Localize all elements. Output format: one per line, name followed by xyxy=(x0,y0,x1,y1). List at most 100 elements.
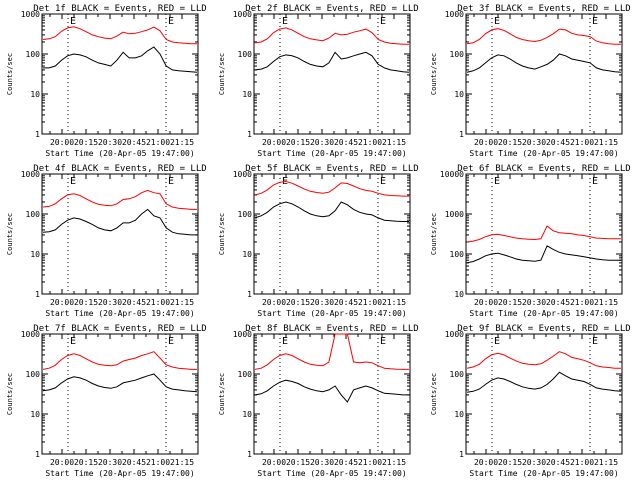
y-tick-label: 10 xyxy=(30,250,40,259)
x-tick-label: 21:00 xyxy=(146,138,170,147)
x-tick-label: 20:30 xyxy=(310,298,334,307)
panel-title: Det 4f BLACK = Events, RED = LLD xyxy=(33,164,206,174)
x-tick-label: 20:15 xyxy=(286,458,310,467)
x-tick-label: 21:15 xyxy=(594,298,618,307)
series-line xyxy=(466,371,622,393)
x-tick-label: 20:30 xyxy=(98,298,122,307)
y-tick-label: 1 xyxy=(35,130,40,139)
x-tick-label: 21:15 xyxy=(382,298,406,307)
x-tick-label: 20:00 xyxy=(50,458,74,467)
series-line xyxy=(42,26,197,45)
y-tick-label: 10 xyxy=(454,410,464,419)
x-tick-label: 20:45 xyxy=(546,138,570,147)
detector-panel: Det 7f BLACK = Events, RED = LLD Counts/s… xyxy=(6,324,207,478)
detector-panel: Det 3f BLACK = Events, RED = LLD Counts/s… xyxy=(430,4,631,158)
x-tick-label: 20:30 xyxy=(522,458,546,467)
x-tick-label: 21:15 xyxy=(594,458,618,467)
x-tick-label: 21:00 xyxy=(570,458,594,467)
y-tick-label: 10 xyxy=(30,410,40,419)
x-tick-label: 20:45 xyxy=(546,458,570,467)
series-line xyxy=(254,333,409,370)
y-tick-label: 1 xyxy=(35,450,40,459)
plot-frame xyxy=(465,333,623,455)
series-line xyxy=(254,379,409,403)
series-line xyxy=(43,46,198,73)
x-tick-label: 20:30 xyxy=(310,458,334,467)
x-axis-label: Start Time (20-Apr-05 19:47:00) xyxy=(469,149,618,158)
y-tick-label: 1 xyxy=(247,290,252,299)
x-tick-label: 20:00 xyxy=(262,298,286,307)
series-line xyxy=(466,28,621,45)
event-marker-label: E xyxy=(494,336,500,347)
y-tick-label: 1000 xyxy=(233,330,252,339)
y-tick-label: 10 xyxy=(242,250,252,259)
event-marker-label: E xyxy=(380,16,386,27)
series-line xyxy=(466,225,621,243)
series-line xyxy=(42,189,197,210)
x-tick-label: 20:15 xyxy=(74,458,98,467)
series-line xyxy=(42,373,198,393)
event-marker-label: E xyxy=(168,336,174,347)
x-tick-label: 20:00 xyxy=(474,458,498,467)
y-tick-label: 1000 xyxy=(21,330,40,339)
plot-frame xyxy=(41,13,199,135)
series-line xyxy=(254,180,409,197)
y-tick-label: 1 xyxy=(459,130,464,139)
plot-frame xyxy=(41,333,199,455)
y-tick-label: 1 xyxy=(459,450,464,459)
series-line xyxy=(254,201,409,222)
panel-title: Det 3f BLACK = Events, RED = LLD xyxy=(457,4,630,14)
x-tick-label: 20:00 xyxy=(262,138,286,147)
x-tick-label: 20:00 xyxy=(50,138,74,147)
y-axis-label: Counts/sec xyxy=(6,53,14,95)
y-tick-label: 100 xyxy=(26,370,41,379)
x-tick-label: 20:30 xyxy=(98,458,122,467)
series-line xyxy=(254,51,410,73)
detector-panel: Det 9f BLACK = Events, RED = LLD Counts/s… xyxy=(430,324,631,478)
y-tick-label: 10000 xyxy=(440,170,464,179)
series-line xyxy=(466,351,621,369)
panel-title: Det 8f BLACK = Events, RED = LLD xyxy=(245,324,418,334)
y-tick-label: 100 xyxy=(238,370,253,379)
x-tick-label: 20:30 xyxy=(522,298,546,307)
x-tick-label: 20:45 xyxy=(122,298,146,307)
x-tick-label: 21:00 xyxy=(570,298,594,307)
y-tick-label: 1000 xyxy=(21,10,40,19)
x-tick-label: 20:30 xyxy=(98,138,122,147)
y-axis-label: Counts/sec xyxy=(218,213,226,255)
event-marker-label: E xyxy=(70,336,76,347)
x-tick-label: 21:00 xyxy=(358,298,382,307)
event-marker-label: E xyxy=(168,16,174,27)
series-line xyxy=(254,27,409,45)
panel-title: Det 9f BLACK = Events, RED = LLD xyxy=(457,324,630,334)
x-axis-label: Start Time (20-Apr-05 19:47:00) xyxy=(45,149,194,158)
y-tick-label: 100 xyxy=(450,250,465,259)
y-tick-label: 100 xyxy=(26,210,41,219)
y-tick-label: 1 xyxy=(35,290,40,299)
x-tick-label: 20:15 xyxy=(498,458,522,467)
x-tick-label: 21:00 xyxy=(146,298,170,307)
x-tick-label: 20:45 xyxy=(122,138,146,147)
event-marker-label: E xyxy=(592,176,598,187)
event-marker-label: E xyxy=(168,176,174,187)
x-tick-label: 20:45 xyxy=(546,298,570,307)
plot-frame xyxy=(465,173,623,295)
event-marker-label: E xyxy=(282,336,288,347)
event-marker-label: E xyxy=(494,16,500,27)
plot-frame xyxy=(253,333,411,455)
event-marker-label: E xyxy=(380,176,386,187)
plot-frame xyxy=(253,173,411,295)
y-axis-label: Counts/sec xyxy=(6,213,14,255)
x-tick-label: 20:15 xyxy=(286,138,310,147)
y-axis-label: Counts/sec xyxy=(218,53,226,95)
y-axis-label: Counts/sec xyxy=(430,373,438,415)
x-tick-label: 20:30 xyxy=(310,138,334,147)
y-axis-label: Counts/sec xyxy=(218,373,226,415)
y-tick-label: 1000 xyxy=(233,170,252,179)
plot-frame xyxy=(465,13,623,135)
y-tick-label: 100 xyxy=(238,50,253,59)
y-axis-label: Counts/sec xyxy=(430,213,438,255)
detector-panel: Det 1f BLACK = Events, RED = LLD Counts/s… xyxy=(6,4,207,158)
x-tick-label: 21:15 xyxy=(382,458,406,467)
